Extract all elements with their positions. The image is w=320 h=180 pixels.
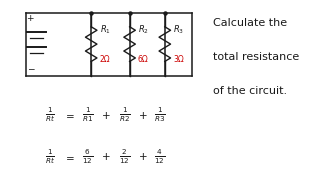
- Text: $\frac{1}{Rt}$: $\frac{1}{Rt}$: [44, 147, 55, 166]
- Text: $\frac{2}{12}$: $\frac{2}{12}$: [119, 147, 131, 166]
- Text: Calculate the: Calculate the: [213, 18, 287, 28]
- Text: 6Ω: 6Ω: [138, 55, 149, 64]
- Text: +: +: [27, 14, 34, 23]
- Text: $+$: $+$: [101, 110, 110, 121]
- Text: $\frac{4}{12}$: $\frac{4}{12}$: [154, 147, 166, 166]
- Text: $R_1$: $R_1$: [100, 24, 110, 36]
- Text: $+$: $+$: [101, 151, 110, 162]
- Text: $\frac{1}{R2}$: $\frac{1}{R2}$: [119, 106, 131, 124]
- Text: $R_3$: $R_3$: [173, 24, 184, 36]
- Text: −: −: [27, 64, 34, 73]
- Text: $=$: $=$: [63, 152, 75, 162]
- Text: $+$: $+$: [138, 110, 147, 121]
- Text: total resistance: total resistance: [213, 52, 299, 62]
- Text: $\frac{1}{R1}$: $\frac{1}{R1}$: [82, 106, 94, 124]
- Text: $=$: $=$: [63, 110, 75, 120]
- Text: $R_2$: $R_2$: [138, 24, 149, 36]
- Text: of the circuit.: of the circuit.: [213, 86, 287, 96]
- Text: $\frac{6}{12}$: $\frac{6}{12}$: [82, 147, 94, 166]
- Text: 2Ω: 2Ω: [100, 55, 110, 64]
- Text: 3Ω: 3Ω: [173, 55, 184, 64]
- Text: $\frac{1}{R3}$: $\frac{1}{R3}$: [154, 106, 166, 124]
- Text: $+$: $+$: [138, 151, 147, 162]
- Text: $\frac{1}{Rt}$: $\frac{1}{Rt}$: [44, 106, 55, 124]
